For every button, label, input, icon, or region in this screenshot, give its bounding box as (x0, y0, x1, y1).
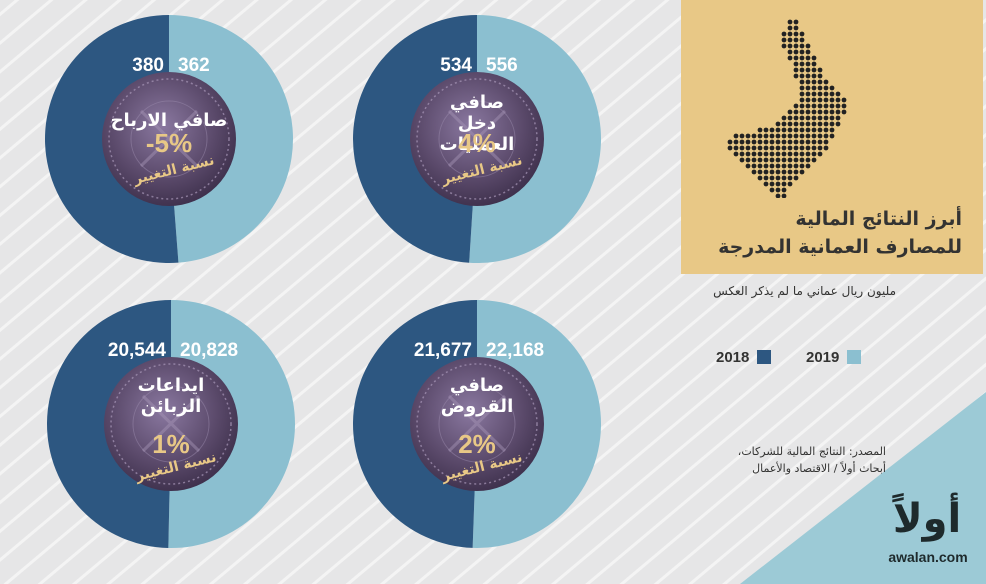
chart-title: ايداعات الزبائن (137, 375, 205, 417)
change-percent: 1% (152, 429, 190, 459)
infographic-title: أبرز النتائج المالية للمصارف العمانية ال… (692, 205, 962, 261)
units-note: مليون ريال عماني ما لم يذكر العكس (713, 284, 896, 298)
coin-graphic (104, 357, 238, 491)
change-percent: -5% (145, 128, 193, 158)
legend-label: 2018 (716, 348, 750, 366)
value-2019: 556 (486, 55, 518, 76)
change-percent: 4% (458, 128, 496, 158)
logo-wordmark: أولاً (892, 492, 961, 542)
donut-chart-net-loans: صافي القروض 2% نسبة التغيير 21,677 22,16… (352, 299, 602, 549)
value-2019: 22,168 (486, 340, 545, 361)
coin-graphic (410, 72, 544, 206)
source-line-2: أبحاث أولاً / الاقتصاد والأعمال (752, 462, 886, 475)
chart-title: صافي القروض (440, 375, 514, 417)
chart-title: صافي دخل العمليات (439, 92, 515, 155)
oman-map-icon (727, 19, 847, 198)
coin-emblem (103, 356, 239, 492)
change-percent: 2% (458, 429, 496, 459)
title-line-2: للمصارف العمانية المدرجة (718, 236, 962, 258)
value-2019: 20,828 (180, 340, 239, 361)
donut-chart-customer-deposits: ايداعات الزبائن 1% نسبة التغيير 20,544 2… (46, 299, 296, 549)
source-line-1: المصدر: النتائج المالية للشركات، (737, 445, 886, 458)
legend-swatch-2019 (847, 350, 862, 364)
value-2018: 534 (440, 55, 472, 76)
title-line-1: أبرز النتائج المالية (795, 208, 962, 230)
donut-chart-operating-income: صافي دخل العمليات 4% نسبة التغيير 534 55… (352, 14, 602, 264)
donut-chart-net-profit: صافي الارباح -5% نسبة التغيير 380 362 (44, 14, 294, 264)
coin-emblem (101, 71, 237, 207)
chart-title: صافي الارباح (110, 110, 228, 131)
legend-item-2018: 2018 (716, 347, 772, 367)
coin-graphic (410, 357, 544, 491)
legend-swatch-2018 (757, 350, 772, 364)
legend-item-2019: 2019 (806, 347, 862, 367)
value-2018: 380 (132, 55, 164, 76)
coin-emblem (409, 356, 545, 492)
site-url: awalan.com (888, 549, 968, 565)
coin-emblem (409, 71, 545, 207)
coin-graphic (102, 72, 236, 206)
value-2018: 20,544 (107, 340, 166, 361)
source-note: المصدر: النتائج المالية للشركات، أبحاث أ… (726, 443, 886, 477)
value-2018: 21,677 (413, 340, 472, 361)
value-2019: 362 (178, 55, 210, 76)
legend-label: 2019 (806, 348, 840, 366)
awalan-logo: أولاً (892, 492, 961, 542)
